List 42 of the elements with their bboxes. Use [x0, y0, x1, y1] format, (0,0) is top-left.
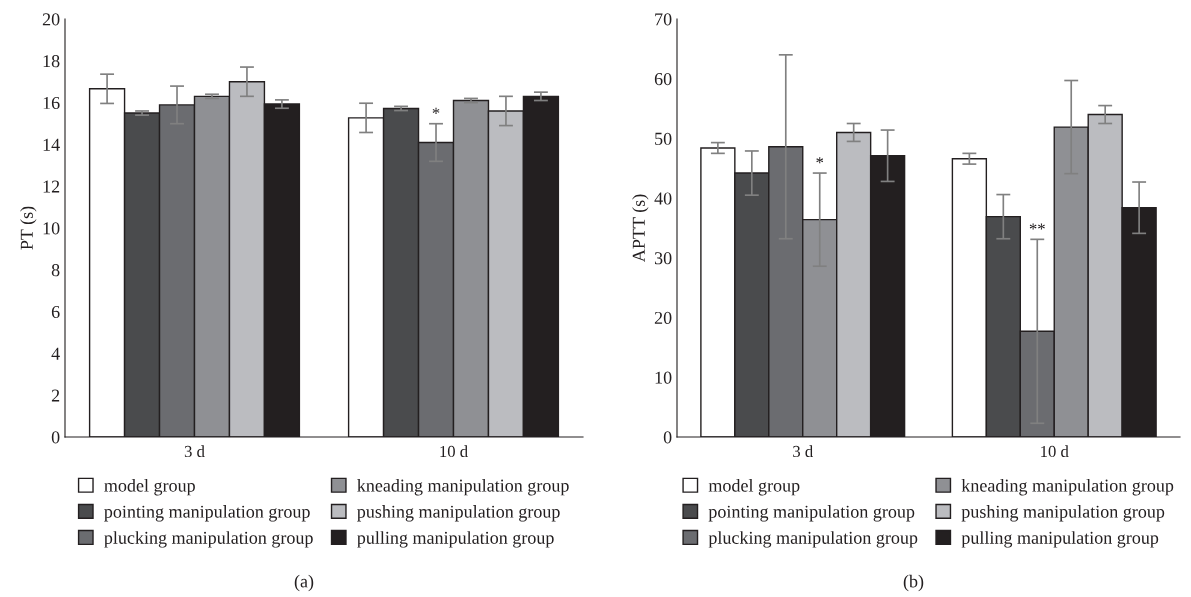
legend-label: pointing manipulation group	[104, 505, 310, 522]
y-tick-label: 10	[655, 371, 672, 384]
y-tick-label: 20	[654, 311, 672, 325]
annotation: *	[432, 107, 440, 114]
legend-label: plucking manipulation group	[708, 531, 918, 548]
y-tick-label: 18	[43, 55, 60, 68]
y-tick-label: 30	[654, 252, 672, 265]
legend-label: pulling manipulation group	[961, 531, 1159, 548]
x-tick-label: 3 d	[793, 445, 813, 458]
x-tick-label: 10 d	[1041, 445, 1069, 458]
y-axis-title: APTT (s)	[632, 194, 649, 263]
y-tick-label: 10	[43, 222, 60, 235]
y-tick-label: 40	[654, 192, 672, 205]
legend-label: plucking manipulation group	[104, 531, 313, 548]
legend-label: pushing manipulation group	[357, 505, 560, 522]
legend-label: pushing manipulation group	[961, 505, 1165, 522]
text: (a)	[294, 574, 314, 592]
y-tick-label: 8	[51, 264, 60, 277]
y-tick-label: 4	[51, 347, 60, 360]
x-tick-label: 3 d	[184, 445, 205, 458]
y-tick-label: 14	[43, 138, 60, 151]
y-tick-label: 70	[655, 13, 672, 26]
y-tick-label: 0	[51, 431, 60, 444]
x-tick-label: 10 d	[440, 445, 468, 458]
y-axis-title: PT (s)	[20, 206, 37, 250]
y-tick-label: 16	[43, 96, 60, 110]
y-tick-label: 0	[663, 431, 672, 444]
y-tick-label: 12	[43, 180, 60, 193]
y-tick-label: 20	[42, 13, 60, 26]
y-tick-label: 6	[51, 305, 60, 319]
y-tick-label: 2	[51, 389, 60, 402]
annotation: **	[1029, 223, 1045, 230]
legend-label: model group	[104, 478, 195, 496]
legend-label: model group	[708, 478, 800, 496]
y-tick-label: 50	[655, 132, 672, 145]
legend-label: pointing manipulation group	[708, 505, 915, 522]
annotation: *	[816, 157, 824, 164]
legend-label: kneading manipulation group	[961, 478, 1174, 496]
legend-label: pulling manipulation group	[357, 531, 554, 548]
legend-label: kneading manipulation group	[357, 478, 569, 496]
y-tick-label: 60	[654, 72, 672, 86]
text: (b)	[903, 574, 924, 592]
